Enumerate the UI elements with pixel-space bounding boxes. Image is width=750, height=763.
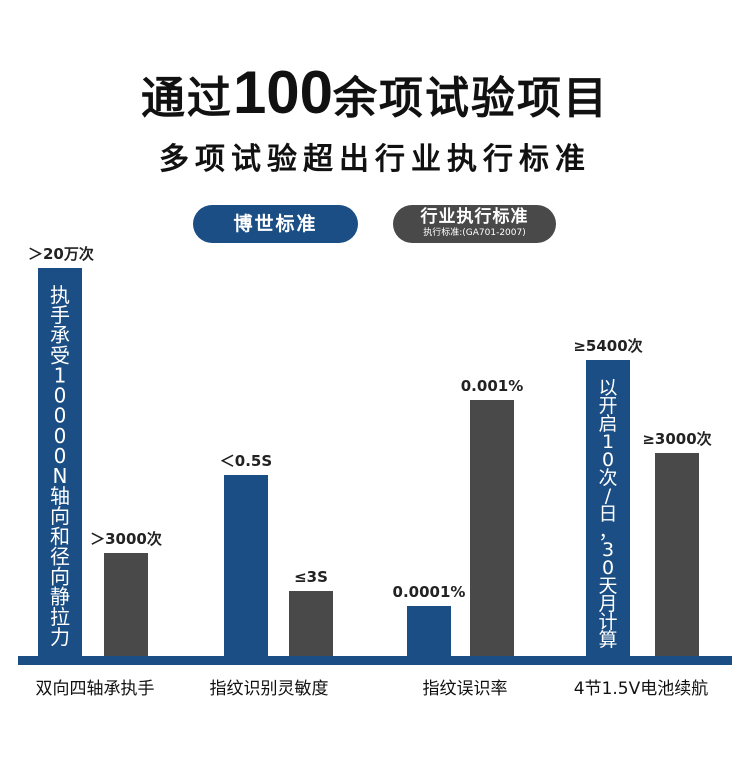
value-label-industry-3: 0.001% <box>461 377 523 395</box>
value-label-industry-4: ≥3000次 <box>642 430 711 448</box>
bar-bosch-4 <box>586 360 630 656</box>
chart-title: 通过100余项试验项目 <box>0 58 750 127</box>
chart-subtitle: 多项试验超出行业执行标准 <box>159 142 591 177</box>
value-label-industry-2: ≤3S <box>294 568 328 586</box>
category-label-2: 指纹识别灵敏度 <box>210 679 329 699</box>
title-part-2: 余项试验项目 <box>333 73 610 124</box>
legend-item-bosch: 博世标准 <box>193 205 358 243</box>
title-number: 100 <box>232 59 334 126</box>
title-part-1: 通过 <box>140 73 233 124</box>
value-label-bosch-4: ≥5400次 <box>573 337 642 355</box>
baseline <box>18 656 732 665</box>
legend-sublabel-industry: 执行标准:(GA701-2007) <box>423 228 526 238</box>
value-label-bosch-2: ＜0.5S <box>220 452 272 470</box>
bar-annotation-4: 以开启 1 0 次/日， 3 0 天月计算 <box>598 377 617 651</box>
bar-bosch-1 <box>38 268 82 656</box>
value-label-bosch-3: 0.0001% <box>393 583 466 601</box>
bar-industry-1 <box>104 553 148 656</box>
legend-label-industry: 行业执行标准 <box>420 207 529 227</box>
value-label-industry-1: ＞3000次 <box>90 530 162 548</box>
legend-label-bosch: 博世标准 <box>233 213 318 235</box>
category-label-3: 指纹误识率 <box>423 679 508 699</box>
value-label-bosch-1: ＞20万次 <box>28 245 94 263</box>
bar-industry-2 <box>289 591 333 656</box>
bar-industry-4 <box>655 453 699 656</box>
category-label-4: 4节1.5V电池续航 <box>574 679 708 699</box>
bar-annotation-1: 执手承受 1 0 0 0 0 N 轴向和径向静拉力 <box>50 283 70 649</box>
category-label-1: 双向四轴承执手 <box>36 679 155 699</box>
bar-bosch-3 <box>407 606 451 656</box>
bar-industry-3 <box>470 400 514 656</box>
legend-item-industry: 行业执行标准 执行标准:(GA701-2007) <box>393 205 556 243</box>
bar-bosch-2 <box>224 475 268 656</box>
